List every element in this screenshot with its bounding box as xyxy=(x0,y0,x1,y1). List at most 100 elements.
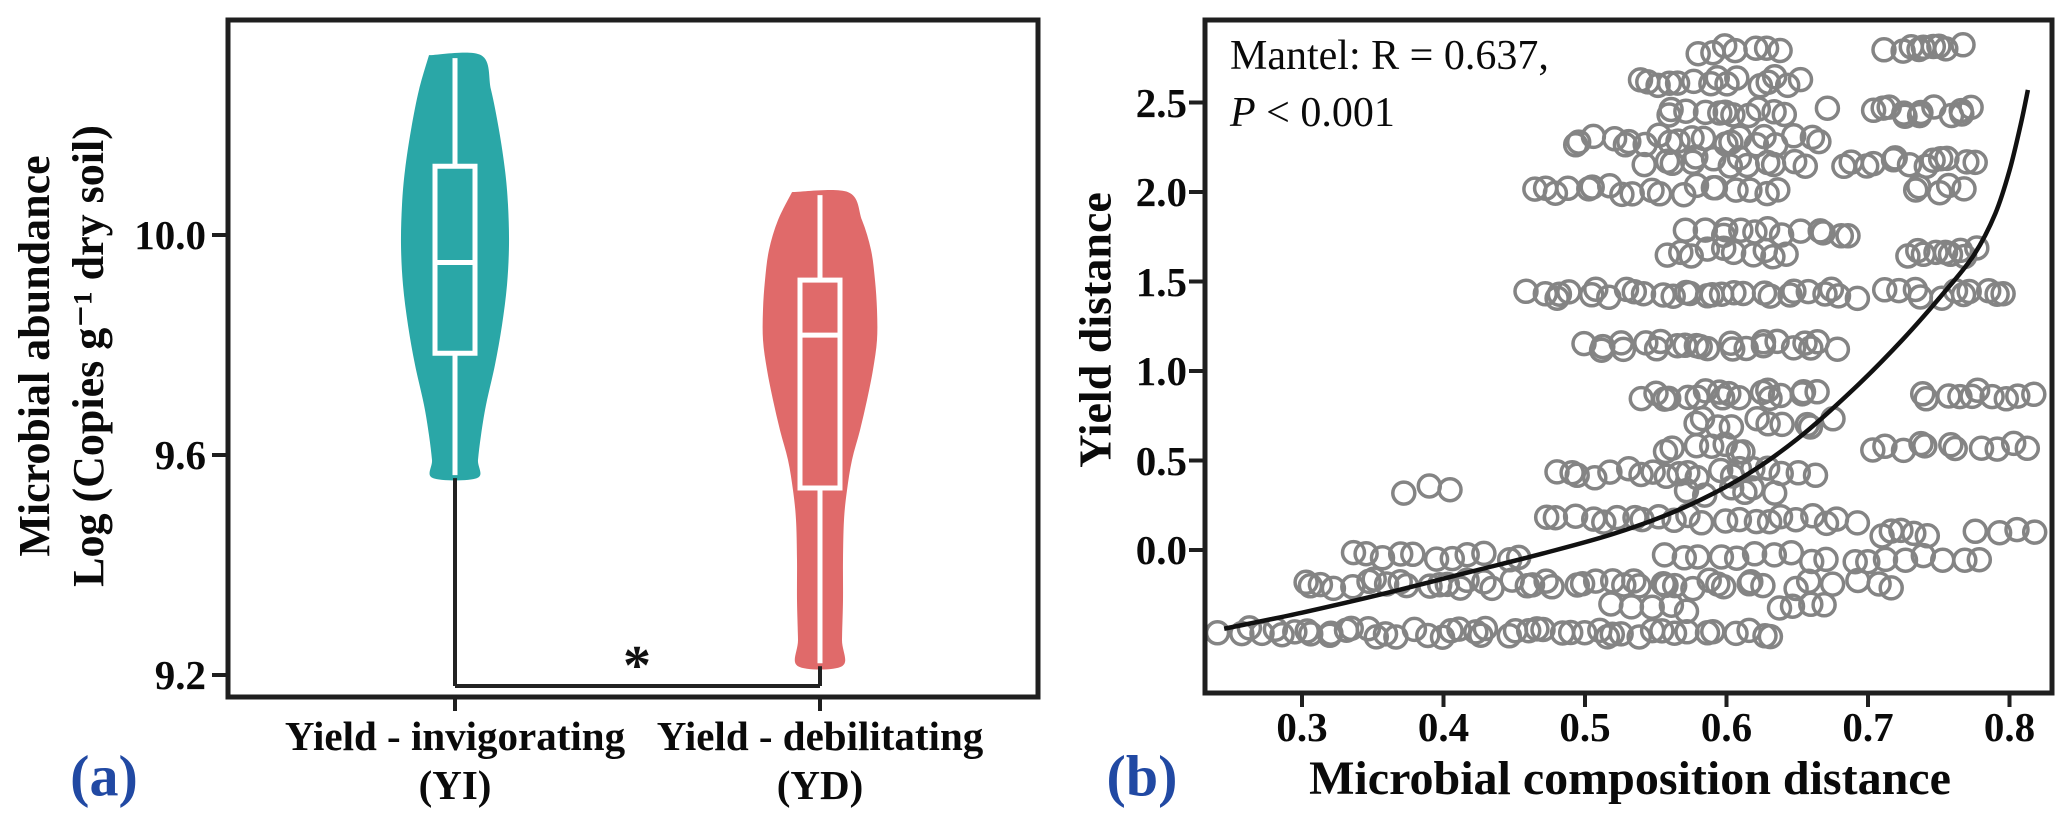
scatter-point xyxy=(1293,569,1319,596)
scatter-point xyxy=(1774,72,1801,99)
scatter-point xyxy=(1962,149,1988,176)
scatter-point xyxy=(1745,96,1772,122)
scatter-point xyxy=(1741,541,1768,567)
scatter-point xyxy=(1616,128,1642,155)
scatter-point xyxy=(1726,145,1753,171)
scatter-point xyxy=(1767,503,1794,530)
scatter-point xyxy=(1979,383,2005,410)
scatter-point xyxy=(1679,125,1705,151)
panel-b-x-tick-label: 0.8 xyxy=(1983,704,2036,750)
scatter-point xyxy=(1966,546,1993,573)
category-label-yield-debilitating: Yield - debilitating (YD) xyxy=(590,712,1050,810)
scatter-point xyxy=(1757,283,1784,309)
scatter-point xyxy=(1723,545,1750,571)
panel-a-y-axis-title-line2: Log (Copies g⁻¹ dry soil) xyxy=(64,125,113,587)
scatter-point xyxy=(1797,414,1824,440)
scatter-point xyxy=(1656,70,1683,96)
scatter-point xyxy=(1810,220,1836,246)
scatter-point xyxy=(1754,216,1781,242)
scatter-point xyxy=(1542,180,1569,206)
scatter-point xyxy=(1814,95,1841,121)
scatter-point xyxy=(2005,383,2031,409)
scatter-point xyxy=(1954,149,1980,175)
scatter-point xyxy=(1678,243,1704,269)
scatter-point xyxy=(1767,37,1793,64)
scatter-point xyxy=(1618,594,1645,620)
mantel-annotation: Mantel: R = 0.637, P < 0.001 xyxy=(1230,28,1549,142)
scatter-point xyxy=(1842,548,1868,575)
scatter-point xyxy=(1204,620,1231,646)
scatter-point xyxy=(1743,35,1769,61)
scatter-point xyxy=(1708,544,1735,570)
scatter-point xyxy=(1437,476,1463,503)
scatter-point xyxy=(1798,335,1824,361)
scatter-point xyxy=(1723,620,1749,647)
category-label-line1: Yield - invigorating xyxy=(284,713,626,759)
scatter-point xyxy=(1683,144,1709,170)
scatter-point xyxy=(1968,435,1995,461)
scatter-point xyxy=(1565,129,1592,155)
panel-b-x-tick-label: 0.6 xyxy=(1700,704,1753,750)
mantel-p-symbol: P xyxy=(1230,90,1256,136)
scatter-point xyxy=(1909,381,1936,407)
scatter-point xyxy=(1597,459,1623,485)
scatter-point xyxy=(1787,66,1814,93)
scatter-point xyxy=(1765,177,1791,203)
scatter-point xyxy=(1760,244,1786,270)
scatter-point xyxy=(1591,509,1617,535)
panel-b-x-tick-label: 0.5 xyxy=(1559,704,1611,750)
scatter-point xyxy=(1472,615,1499,642)
scatter-point xyxy=(1738,568,1764,595)
scatter-point xyxy=(1901,520,1927,547)
scatter-point xyxy=(1718,414,1745,440)
scatter-point xyxy=(1694,335,1721,362)
category-label-line1: Yield - debilitating xyxy=(656,713,984,759)
scatter-point xyxy=(1569,570,1596,597)
scatter-point xyxy=(1709,385,1736,411)
scatter-point xyxy=(1668,239,1694,266)
scatter-point xyxy=(1923,239,1949,266)
scatter-point xyxy=(1766,595,1793,621)
panel-b-x-tick-label: 0.7 xyxy=(1842,704,1894,750)
panel-a-border xyxy=(225,17,1041,700)
scatter-point xyxy=(1792,153,1819,179)
scatter-point xyxy=(1608,621,1634,647)
scatter-point xyxy=(1710,573,1737,600)
scatter-point xyxy=(1818,276,1845,303)
scatter-point xyxy=(1785,460,1812,486)
significance-asterisk: * xyxy=(623,635,651,697)
scatter-point xyxy=(1530,616,1556,643)
scatter-point xyxy=(1297,621,1324,647)
scatter-point xyxy=(1661,507,1687,534)
box-plot xyxy=(797,277,843,491)
scatter-point xyxy=(1757,385,1783,412)
scatter-point xyxy=(1806,128,1832,155)
scatter-point xyxy=(1533,568,1559,594)
scatter-point xyxy=(1878,575,1904,601)
scatter-point xyxy=(1872,433,1898,460)
scatter-point xyxy=(1723,177,1749,203)
panel-b-letter: (b) xyxy=(1106,743,1178,809)
scatter-point xyxy=(1621,568,1647,594)
scatter-point xyxy=(1655,385,1682,412)
scatter-point xyxy=(1761,480,1788,506)
category-label-yield-invigorating: Yield - invigorating (YI) xyxy=(225,712,685,810)
scatter-point xyxy=(1564,462,1590,489)
scatter-point xyxy=(1658,96,1684,123)
scatter-point xyxy=(1755,69,1781,95)
scatter-point xyxy=(1740,456,1766,482)
scatter-point xyxy=(1835,223,1861,249)
scatter-point xyxy=(1694,236,1721,262)
scatter-point xyxy=(1757,623,1784,650)
mantel-annotation-line2: P < 0.001 xyxy=(1230,85,1549,142)
scatter-point xyxy=(1892,103,1918,130)
scatter-point xyxy=(1947,237,1974,264)
scatter-point xyxy=(1951,176,1977,202)
scatter-point xyxy=(1844,510,1871,536)
scatter-point xyxy=(1671,545,1698,571)
panel-b-x-tick-label: 0.4 xyxy=(1417,704,1470,750)
scatter-point xyxy=(1958,94,1984,121)
scatter-point xyxy=(1439,545,1466,572)
scatter-point xyxy=(1447,575,1474,601)
